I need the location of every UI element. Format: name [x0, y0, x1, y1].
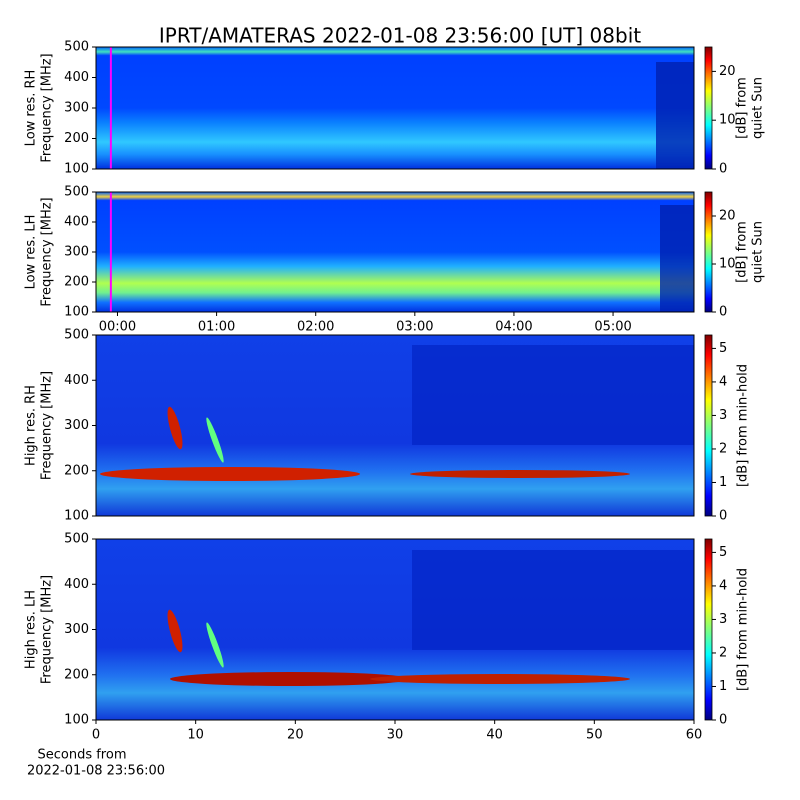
x-tick-label: 03:00 [396, 320, 433, 335]
colorbar-tick-label: 1 [719, 679, 727, 694]
y-axis-label: Frequency [MHz] [40, 197, 55, 306]
x-axis-label: Seconds from [37, 748, 126, 763]
y-tick-label: 200 [64, 131, 89, 146]
colorbar-tick-label: 5 [719, 341, 727, 356]
colorbar-label: [dB] from [735, 77, 750, 139]
burst [206, 417, 224, 463]
x-tick-label: 01:00 [198, 320, 235, 335]
y-tick-label: 300 [64, 245, 89, 260]
colorbar-tick-label: 4 [719, 374, 727, 389]
y-tick-label: 500 [64, 328, 89, 343]
x-tick-label: 50 [586, 728, 603, 743]
y-axis-label: High res. LH [24, 590, 39, 669]
burst [170, 672, 410, 686]
colorbar-tick-label: 0 [719, 713, 727, 728]
y-tick-label: 300 [64, 622, 89, 637]
y-tick-label: 400 [64, 373, 89, 388]
x-tick-label: 40 [486, 728, 503, 743]
x-tick-label: 04:00 [495, 320, 532, 335]
colorbar-tick-label: 2 [719, 645, 727, 660]
y-tick-label: 500 [64, 185, 89, 200]
burst [167, 406, 183, 450]
y-tick-label: 100 [64, 509, 89, 524]
y-axis-label: Frequency [MHz] [40, 371, 55, 480]
colorbar-tick-label: 3 [719, 612, 727, 627]
burst [100, 467, 360, 481]
burst [410, 470, 630, 478]
x-tick-label: 30 [387, 728, 404, 743]
colorbar-tick-label: 20 [719, 209, 736, 224]
x-tick-label: 00:00 [99, 320, 136, 335]
y-tick-label: 200 [64, 463, 89, 478]
x-tick-label: 20 [287, 728, 304, 743]
colorbar-label: [dB] from min-hold [736, 364, 751, 487]
x-axis-label: 2022-01-08 23:56:00 [27, 764, 165, 779]
colorbar [704, 191, 713, 313]
spectrogram-fill [656, 62, 694, 169]
colorbar [704, 538, 713, 721]
x-tick-label: 0 [92, 728, 100, 743]
colorbar-tick-label: 0 [719, 162, 727, 177]
colorbar-tick-label: 10 [719, 113, 736, 128]
y-axis-label: Frequency [MHz] [40, 575, 55, 684]
spectrogram-fill [96, 47, 694, 169]
x-tick-label: 02:00 [297, 320, 334, 335]
colorbar-label: quiet Sun [751, 77, 766, 139]
colorbar-tick-label: 20 [719, 64, 736, 79]
spectrogram-image [96, 47, 694, 720]
x-tick-label: 60 [686, 728, 703, 743]
spectrogram-fill [412, 345, 694, 445]
burst [206, 622, 224, 668]
spectrogram-fill [96, 192, 694, 312]
colorbar [704, 46, 713, 170]
y-tick-label: 500 [64, 532, 89, 547]
burst [370, 674, 630, 684]
colorbar-label: [dB] from min-hold [736, 568, 751, 691]
colorbar-tick-label: 0 [719, 305, 727, 320]
colorbar-tick-label: 4 [719, 578, 727, 593]
y-tick-label: 100 [64, 713, 89, 728]
y-tick-label: 300 [64, 101, 89, 116]
y-tick-label: 100 [64, 162, 89, 177]
y-tick-label: 300 [64, 418, 89, 433]
colorbar-tick-label: 5 [719, 545, 727, 560]
colorbar-tick-label: 3 [719, 408, 727, 423]
y-tick-label: 400 [64, 70, 89, 85]
colorbar-tick-label: 2 [719, 441, 727, 456]
y-axis-label: Low res. RH [24, 70, 39, 147]
y-tick-label: 200 [64, 667, 89, 682]
colorbar-tick-label: 1 [719, 475, 727, 490]
y-axis-label: Low res. LH [24, 215, 39, 290]
colorbar-tick-label: 0 [719, 509, 727, 524]
y-axis-label: Frequency [MHz] [40, 53, 55, 162]
burst [167, 609, 183, 653]
spectrogram-fill [412, 550, 694, 650]
y-axis-label: High res. RH [24, 385, 39, 466]
colorbar [704, 334, 713, 517]
y-tick-label: 200 [64, 275, 89, 290]
y-tick-label: 400 [64, 577, 89, 592]
y-tick-label: 100 [64, 305, 89, 320]
colorbar-label: [dB] from [735, 221, 750, 283]
x-tick-label: 10 [187, 728, 204, 743]
spectrogram-fill [660, 205, 694, 312]
x-tick-label: 05:00 [594, 320, 631, 335]
colorbar-tick-label: 10 [719, 257, 736, 272]
colorbar-label: quiet Sun [751, 221, 766, 283]
y-tick-label: 500 [64, 40, 89, 55]
y-tick-label: 400 [64, 215, 89, 230]
figure-title: IPRT/AMATERAS 2022-01-08 23:56:00 [UT] 0… [159, 24, 641, 48]
